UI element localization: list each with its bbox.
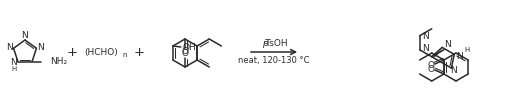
Text: N: N	[37, 43, 44, 52]
Text: +: +	[67, 46, 78, 58]
Text: neat, 120-130 °C: neat, 120-130 °C	[238, 56, 310, 64]
Text: O: O	[181, 48, 189, 56]
Text: NH₂: NH₂	[50, 57, 67, 66]
Text: O: O	[428, 64, 434, 74]
Text: N: N	[444, 40, 451, 49]
Text: O: O	[428, 61, 434, 69]
Text: OH: OH	[182, 43, 196, 51]
Text: H: H	[465, 47, 470, 53]
Text: O: O	[181, 50, 189, 58]
Text: N: N	[450, 66, 457, 75]
Text: p: p	[262, 38, 268, 48]
Text: N: N	[6, 43, 13, 52]
Text: N: N	[456, 52, 463, 61]
Text: (HCHO): (HCHO)	[84, 48, 118, 56]
Text: N: N	[20, 31, 27, 40]
Text: N: N	[10, 58, 17, 67]
Text: H: H	[12, 66, 17, 72]
Text: N: N	[422, 44, 429, 53]
Text: -TsOH: -TsOH	[264, 38, 288, 48]
Text: +: +	[134, 46, 145, 58]
Text: n: n	[123, 52, 127, 58]
Text: N: N	[422, 32, 429, 41]
